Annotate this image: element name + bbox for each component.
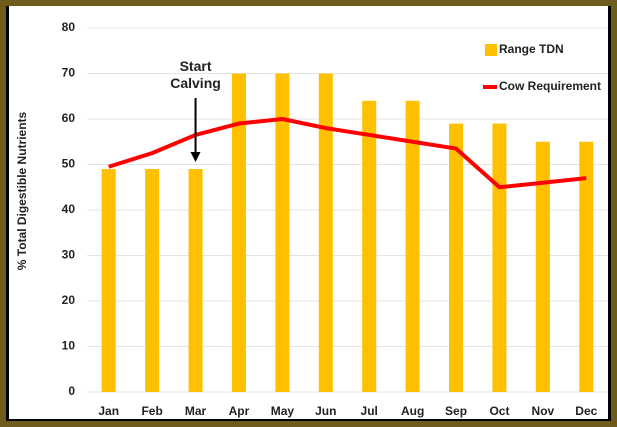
x-tick-label: Feb (141, 404, 162, 418)
y-tick-label: 10 (62, 339, 76, 353)
y-tick-label: 40 (62, 202, 76, 216)
y-tick-label: 70 (62, 66, 76, 80)
x-tick-label: Mar (185, 404, 207, 418)
x-tick-label: Jul (361, 404, 378, 418)
bar (231, 73, 246, 392)
bar (318, 73, 333, 392)
line (108, 117, 587, 190)
legend-label: Range TDN (499, 42, 564, 56)
x-tick-label: Dec (575, 404, 597, 418)
x-tick-label: Apr (229, 404, 250, 418)
bar (188, 169, 203, 392)
bar (579, 141, 594, 392)
legend-label: Cow Requirement (499, 79, 601, 93)
bar (535, 141, 550, 392)
annotation: Start Calving (170, 58, 221, 91)
y-tick-label: 60 (62, 111, 76, 125)
bar (362, 100, 377, 393)
bar (449, 123, 464, 393)
y-axis-label: % Total Digestible Nutrients (15, 111, 29, 270)
y-tick-label: 20 (62, 293, 76, 307)
x-tick-label: Sep (445, 404, 467, 418)
y-tick-label: 80 (62, 20, 76, 34)
annotation-arrowhead (190, 152, 201, 162)
x-tick-label: May (271, 404, 295, 418)
y-tick-label: 50 (62, 157, 76, 171)
y-tick-label: 30 (62, 248, 76, 262)
bar (405, 100, 420, 393)
bar (145, 169, 160, 392)
chart-area: % Total Digestible Nutrients 0 10 20 30 40 50… (9, 6, 608, 419)
x-tick-label: Jan (98, 404, 119, 418)
x-tick-label: Nov (532, 404, 555, 418)
bar (275, 73, 290, 392)
bar (492, 123, 507, 393)
x-tick-label: Aug (401, 404, 424, 418)
bar (101, 169, 116, 392)
legend-swatch (485, 44, 497, 56)
x-tick-label: Oct (489, 404, 509, 418)
x-tick-label: Jun (315, 404, 336, 418)
y-tick-label: 0 (68, 384, 75, 398)
chart: % Total Digestible Nutrients 0 10 20 30 40 50… (15, 20, 608, 418)
